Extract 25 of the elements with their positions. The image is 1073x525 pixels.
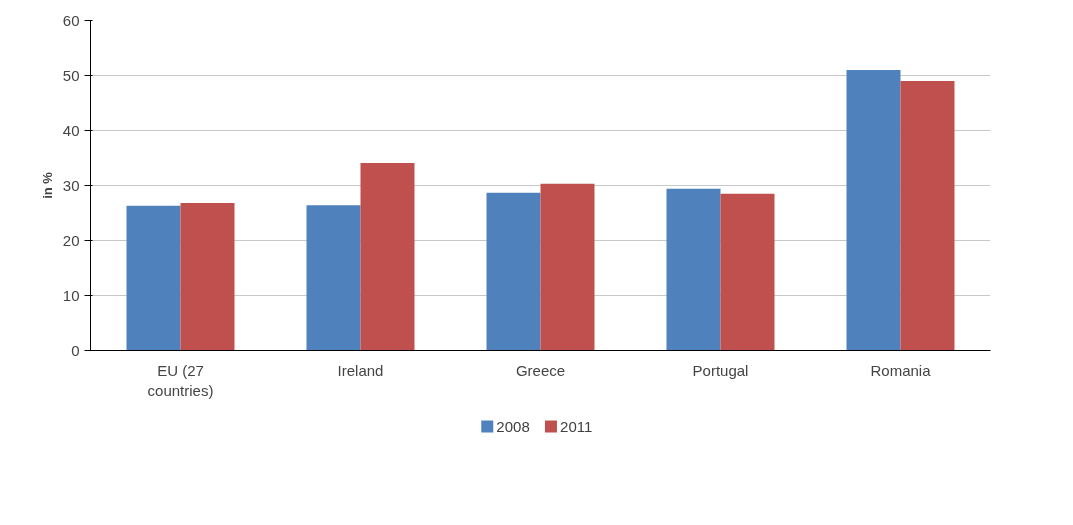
- bar: [126, 205, 181, 351]
- bar: [306, 205, 361, 351]
- x-tick-label: Ireland: [337, 361, 384, 379]
- legend-label: 2011: [560, 417, 593, 435]
- bar: [720, 193, 775, 351]
- bar: [180, 203, 235, 351]
- bar: [900, 81, 955, 351]
- bar: [360, 162, 415, 351]
- y-tick-label: 30: [62, 176, 80, 194]
- x-tick-label: Portugal: [692, 361, 749, 379]
- legend-label: 2008: [496, 417, 530, 435]
- x-tick-label: Romania: [870, 361, 932, 379]
- y-tick-label: 60: [62, 11, 80, 29]
- bar: [666, 188, 721, 351]
- y-tick-label: 10: [62, 286, 80, 304]
- y-axis-title: in %: [39, 171, 55, 199]
- y-tick-label: 20: [62, 231, 80, 249]
- x-tick-label: Greece: [515, 361, 566, 379]
- x-tick-label: EU (27 countries): [147, 361, 214, 399]
- y-tick-label: 0: [71, 341, 80, 359]
- bar: [486, 192, 541, 351]
- bar: [540, 183, 595, 351]
- y-tick-label: 50: [62, 66, 80, 84]
- y-tick-label: 40: [62, 121, 80, 139]
- bar: [846, 70, 901, 351]
